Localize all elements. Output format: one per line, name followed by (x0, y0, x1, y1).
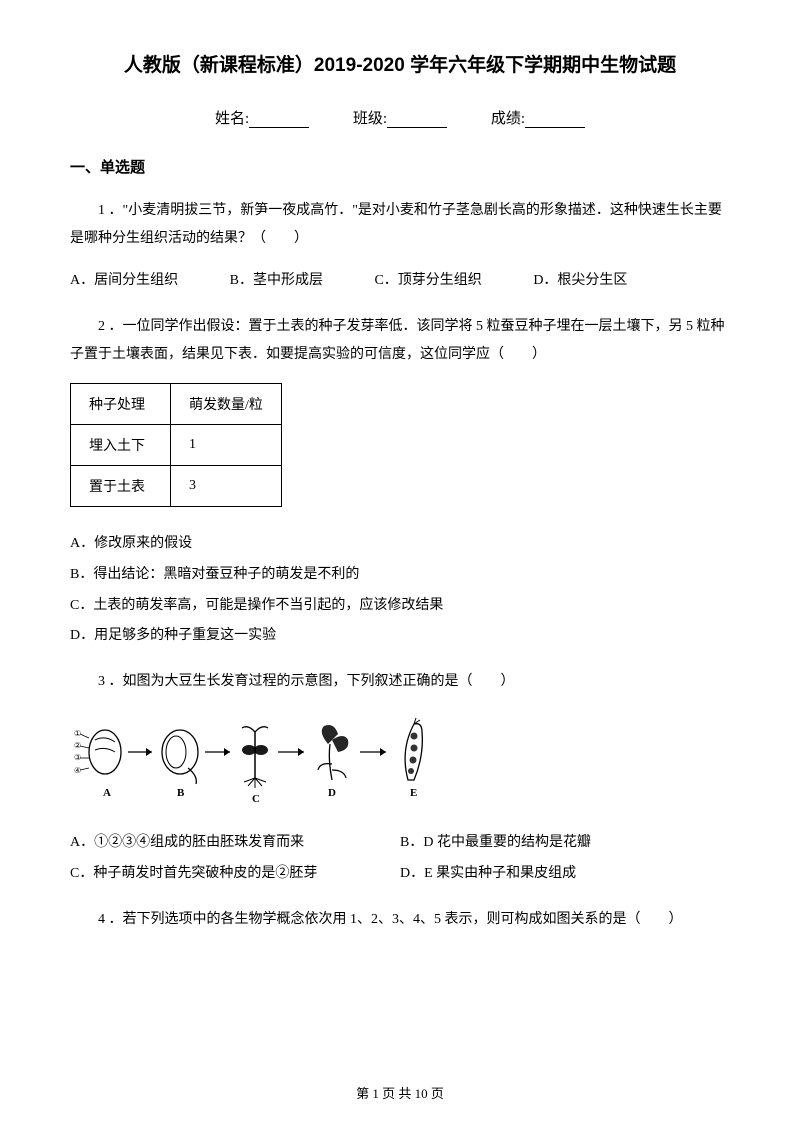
label-e: E (410, 787, 417, 799)
class-blank (387, 112, 447, 128)
q1-opt-a: A．居间分生组织 (70, 267, 178, 295)
q4-text: 若下列选项中的各生物学概念依次用 1、2、3、4、5 表示，则可构成如图关系的是… (123, 912, 683, 927)
q1-number: 1 ． (98, 203, 123, 218)
label-a: A (103, 787, 111, 799)
q3-opt-d: D．E 果实由种子和果皮组成 (400, 859, 730, 890)
q3-text: 如图为大豆生长发育过程的示意图，下列叙述正确的是（ ） (123, 674, 515, 689)
label-c: C (252, 793, 260, 805)
label-d: D (328, 787, 336, 799)
q3-options: A．①②③④组成的胚由胚珠发育而来 B．D 花中最重要的结构是花瓣 C．种子萌发… (70, 828, 730, 890)
q2-text: 一位同学作出假设：置于土表的种子发芽率低．该同学将 5 粒蚕豆种子埋在一层土壤下… (70, 319, 725, 362)
q2-opt-b: B．得出结论：黑暗对蚕豆种子的萌发是不利的 (70, 560, 730, 591)
q3-opt-c: C．种子萌发时首先突破种皮的是②胚芽 (70, 859, 400, 890)
q2-opt-d: D．用足够多的种子重复这一实验 (70, 621, 730, 652)
score-label: 成绩: (491, 111, 525, 127)
stage-a-icon: ① ② ③ ④ (74, 729, 121, 775)
name-label: 姓名: (215, 111, 249, 127)
label-b: B (177, 787, 185, 799)
page-footer: 第 1 页 共 10 页 (0, 1083, 800, 1102)
q2-opt-a: A．修改原来的假设 (70, 529, 730, 560)
svg-text:③: ③ (74, 753, 81, 762)
q2-options: A．修改原来的假设 B．得出结论：黑暗对蚕豆种子的萌发是不利的 C．土表的萌发率… (70, 529, 730, 652)
q4-number: 4 ． (98, 912, 123, 927)
q2-opt-c: C．土表的萌发率高，可能是操作不当引起的，应该修改结果 (70, 591, 730, 622)
q2-r1c2: 1 (171, 425, 282, 466)
question-4: 4 ．若下列选项中的各生物学概念依次用 1、2、3、4、5 表示，则可构成如图关… (70, 906, 730, 934)
question-3: 3 ．如图为大豆生长发育过程的示意图，下列叙述正确的是（ ） (70, 668, 730, 696)
q2-r2c1: 置于土表 (71, 466, 171, 507)
q1-text: "小麦清明拔三节，新笋一夜成高竹．"是对小麦和竹子茎急剧长高的形象描述．这种快速… (70, 203, 722, 246)
svg-text:④: ④ (74, 766, 81, 775)
class-label: 班级: (353, 111, 387, 127)
stage-b-icon (162, 730, 198, 784)
q1-opt-d: D．根尖分生区 (533, 267, 627, 295)
q3-opt-a: A．①②③④组成的胚由胚珠发育而来 (70, 828, 400, 859)
q2-th2: 萌发数量/粒 (171, 384, 282, 425)
score-blank (525, 112, 585, 128)
q1-options: A．居间分生组织 B．茎中形成层 C．顶芽分生组织 D．根尖分生区 (70, 267, 730, 295)
q3-opt-b: B．D 花中最重要的结构是花瓣 (400, 828, 730, 859)
section-heading: 一、单选题 (70, 156, 730, 177)
student-info-row: 姓名: 班级: 成绩: (70, 107, 730, 128)
exam-title: 人教版（新课程标准）2019-2020 学年六年级下学期期中生物试题 (70, 50, 730, 77)
q2-th1: 种子处理 (71, 384, 171, 425)
q2-r1c1: 埋入土下 (71, 425, 171, 466)
question-2: 2 ．一位同学作出假设：置于土表的种子发芽率低．该同学将 5 粒蚕豆种子埋在一层… (70, 313, 730, 369)
q3-figure: ① ② ③ ④ A B C (70, 710, 730, 810)
svg-text:①: ① (74, 729, 81, 738)
q1-opt-b: B．茎中形成层 (230, 267, 323, 295)
soybean-diagram: ① ② ③ ④ A B C (70, 710, 470, 810)
q3-number: 3 ． (98, 674, 123, 689)
q2-r2c2: 3 (171, 466, 282, 507)
q1-opt-c: C．顶芽分生组织 (374, 267, 481, 295)
stage-e-icon (405, 718, 422, 780)
stage-c-icon (242, 727, 268, 788)
q2-number: 2 ． (98, 319, 123, 334)
stage-d-icon (318, 725, 348, 780)
svg-text:②: ② (74, 741, 81, 750)
name-blank (249, 112, 309, 128)
question-1: 1 ．"小麦清明拔三节，新笋一夜成高竹．"是对小麦和竹子茎急剧长高的形象描述．这… (70, 197, 730, 253)
q2-table: 种子处理 萌发数量/粒 埋入土下 1 置于土表 3 (70, 383, 282, 507)
